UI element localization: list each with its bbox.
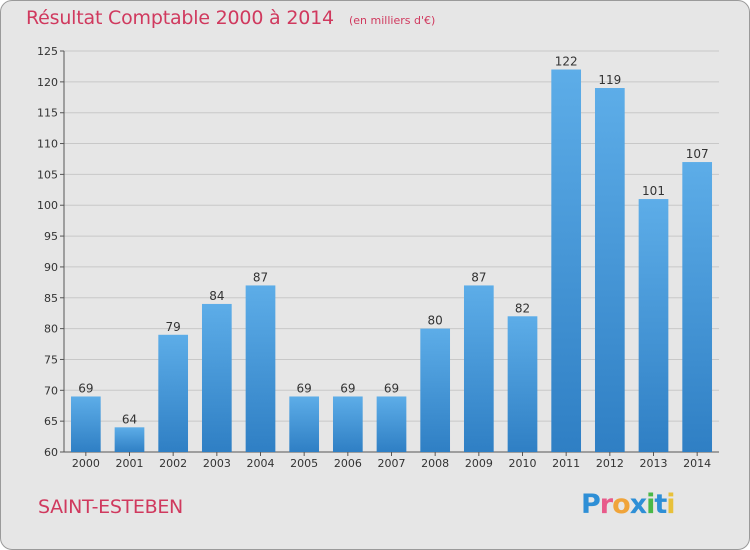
logo-letter: P bbox=[581, 489, 601, 520]
x-tick-label: 2014 bbox=[683, 457, 711, 470]
y-tick-label: 65 bbox=[44, 415, 58, 428]
chart-subtitle: (en milliers d'€) bbox=[348, 14, 436, 27]
x-tick-label: 2011 bbox=[552, 457, 580, 470]
y-tick-label: 120 bbox=[37, 76, 58, 89]
y-tick-label: 85 bbox=[44, 292, 58, 305]
y-tick-label: 95 bbox=[44, 230, 58, 243]
bar-2009 bbox=[463, 285, 494, 452]
y-tick-label: 105 bbox=[37, 168, 58, 181]
y-tick-label: 80 bbox=[44, 323, 58, 336]
bar-2014 bbox=[682, 162, 713, 453]
commune-name: SAINT-ESTEBEN bbox=[38, 496, 183, 518]
bars bbox=[70, 69, 713, 453]
data-label: 87 bbox=[253, 270, 268, 284]
data-label: 119 bbox=[598, 73, 621, 87]
x-tick-label: 2007 bbox=[378, 457, 406, 470]
data-label: 87 bbox=[471, 270, 486, 284]
data-label: 69 bbox=[384, 381, 399, 395]
bar-2007 bbox=[376, 396, 407, 452]
logo-letter: t bbox=[654, 489, 667, 520]
bar-2011 bbox=[551, 69, 582, 452]
x-tick-label: 2012 bbox=[596, 457, 624, 470]
data-label: 101 bbox=[642, 184, 665, 198]
data-label: 84 bbox=[209, 289, 224, 303]
bar-2006 bbox=[332, 396, 363, 452]
chart-title: Résultat Comptable 2000 à 2014 bbox=[26, 7, 334, 29]
logo-letter: i bbox=[646, 489, 655, 520]
x-tick-label: 2004 bbox=[247, 457, 275, 470]
y-tick-label: 125 bbox=[37, 45, 58, 58]
y-tick-label: 115 bbox=[37, 107, 58, 120]
bar-2003 bbox=[201, 303, 232, 452]
data-label: 69 bbox=[78, 381, 93, 395]
x-tick-label: 2005 bbox=[290, 457, 318, 470]
y-tick-label: 60 bbox=[44, 446, 58, 459]
data-label: 122 bbox=[555, 55, 578, 69]
proxiti-logo: Proxiti bbox=[581, 489, 676, 520]
labels: 69 2000 64 2001 79 2002 84 2003 87 2004 69 2005 69 20… bbox=[72, 55, 711, 470]
bar-2008 bbox=[420, 328, 451, 452]
data-label: 64 bbox=[122, 412, 137, 426]
bar-2005 bbox=[289, 396, 320, 452]
x-tick-label: 2006 bbox=[334, 457, 362, 470]
x-tick-label: 2008 bbox=[421, 457, 449, 470]
bar-2004 bbox=[245, 285, 276, 452]
data-label: 69 bbox=[297, 381, 312, 395]
logo-letter: x bbox=[629, 489, 647, 520]
x-tick-label: 2003 bbox=[203, 457, 231, 470]
bar-2002 bbox=[158, 334, 189, 452]
bar-2010 bbox=[507, 316, 538, 452]
x-tick-label: 2002 bbox=[159, 457, 187, 470]
logo-letter: i bbox=[666, 489, 675, 520]
y-tick-label: 70 bbox=[44, 384, 58, 397]
title-row: Résultat Comptable 2000 à 2014 (en milli… bbox=[26, 7, 435, 29]
x-tick-label: 2000 bbox=[72, 457, 100, 470]
logo-letter: r bbox=[599, 489, 613, 520]
y-tick-label: 75 bbox=[44, 353, 58, 366]
bar-2001 bbox=[114, 427, 145, 452]
data-label: 79 bbox=[166, 320, 181, 334]
logo-letter: o bbox=[612, 489, 631, 520]
y-tick-label: 100 bbox=[37, 199, 58, 212]
x-tick-label: 2001 bbox=[116, 457, 144, 470]
data-label: 69 bbox=[340, 381, 355, 395]
bar-2000 bbox=[70, 396, 101, 452]
x-tick-label: 2010 bbox=[509, 457, 537, 470]
x-tick-label: 2013 bbox=[640, 457, 668, 470]
data-label: 80 bbox=[428, 314, 443, 328]
x-tick-label: 2009 bbox=[465, 457, 493, 470]
y-tick-label: 110 bbox=[37, 138, 58, 151]
data-label: 82 bbox=[515, 301, 530, 315]
bar-2013 bbox=[638, 199, 669, 452]
data-label: 107 bbox=[686, 147, 709, 161]
y-tick-label: 90 bbox=[44, 261, 58, 274]
bar-2012 bbox=[594, 88, 625, 452]
